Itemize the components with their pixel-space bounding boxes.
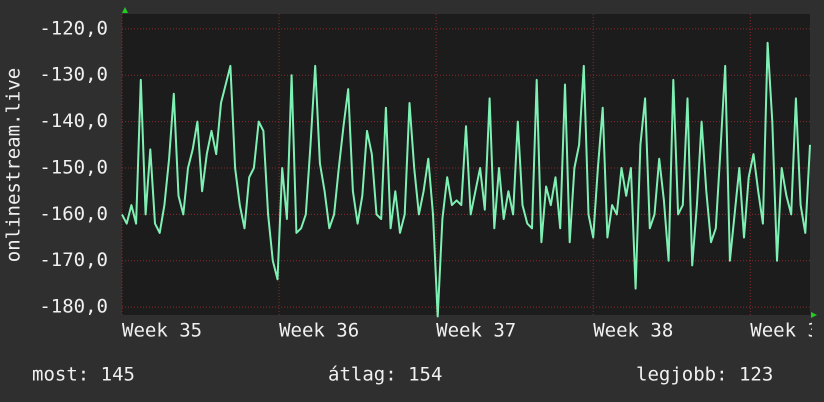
y-tick-label: -130,0 — [39, 64, 108, 86]
axis-arrow — [811, 312, 817, 318]
x-tick-label: Week 39 — [750, 320, 824, 342]
axes: Week 35 Week 36 Week 37 Week 38 Week 39 — [122, 320, 824, 342]
footer-current: most: 145 — [32, 364, 135, 386]
plot-area — [122, 14, 810, 315]
data-line — [121, 41, 811, 318]
y-tick-label: -140,0 — [39, 110, 108, 132]
y-tick-label: -180,0 — [39, 296, 108, 318]
x-tick-label: Week 37 — [436, 320, 516, 342]
footer-average: átlag: 154 — [328, 364, 442, 386]
footer-best: legjobb: 123 — [636, 364, 773, 386]
y-tick-label: -150,0 — [39, 156, 108, 178]
axis-arrow — [122, 7, 128, 13]
y-tick-label: -120,0 — [39, 17, 108, 39]
y-tick-label: -160,0 — [39, 203, 108, 225]
y-tick-label: -170,0 — [39, 249, 108, 271]
y-axis-label: onlinestream.live — [3, 68, 25, 262]
x-tick-label: Week 35 — [122, 320, 202, 342]
x-tick-label: Week 36 — [279, 320, 359, 342]
x-tick-label: Week 38 — [593, 320, 673, 342]
